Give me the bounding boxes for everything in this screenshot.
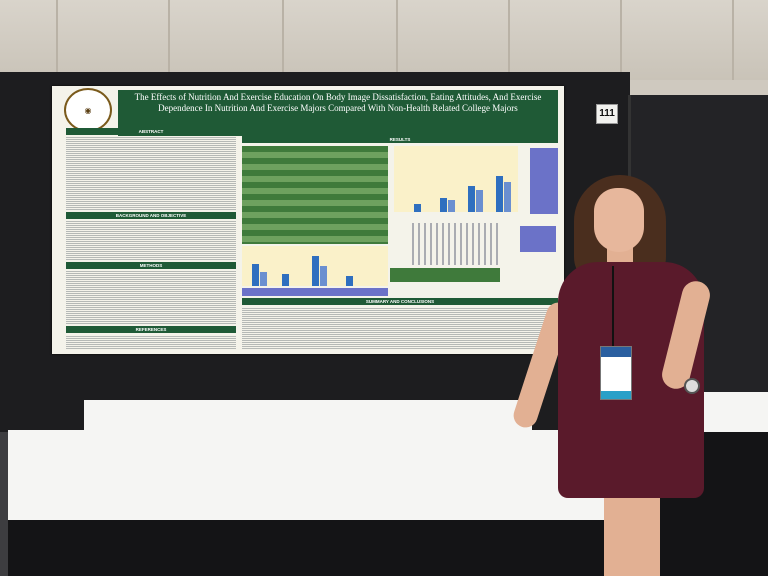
chart-bar — [414, 204, 421, 212]
results-callout-box — [530, 148, 558, 214]
section-heading-results: RESULTS — [242, 136, 558, 143]
figure-callout-box — [520, 226, 556, 252]
badge-header-band — [601, 347, 631, 357]
wristwatch-icon — [684, 378, 700, 394]
chart-bar — [476, 190, 483, 212]
chart-bar — [504, 182, 511, 212]
chart-bar — [252, 264, 259, 286]
wall-seam — [396, 0, 398, 80]
exhibit-hall-wall — [0, 0, 768, 80]
booth-number-sign: 111 — [596, 104, 618, 124]
wall-seam — [168, 0, 170, 80]
section-heading-methods: METHODS — [66, 262, 236, 269]
chart-bar — [320, 266, 327, 286]
poster-title: The Effects of Nutrition And Exercise Ed… — [134, 92, 542, 113]
section-heading-abstract: ABSTRACT — [66, 128, 236, 135]
presenter-face — [594, 188, 644, 252]
table-skirt — [8, 520, 640, 576]
wall-seam — [56, 0, 58, 80]
front-display-table — [8, 430, 638, 520]
section-heading-references: REFERENCES — [66, 326, 236, 333]
chart-bar — [312, 256, 319, 286]
chart-bar — [282, 274, 289, 286]
research-poster: ◉ The Effects of Nutrition And Exercise … — [52, 86, 564, 354]
chart-bar — [346, 276, 353, 286]
figure-legend-band — [390, 268, 500, 282]
wall-seam — [732, 0, 734, 80]
summary-text — [242, 307, 558, 349]
chart-bar — [440, 198, 447, 212]
section-heading-summary: SUMMARY AND CONCLUSIONS — [242, 298, 558, 305]
chart-bar — [448, 200, 455, 212]
body-silhouette-figure — [408, 223, 500, 265]
chart-bar — [260, 272, 267, 286]
section-heading-background: BACKGROUND AND OBJECTIVE — [66, 212, 236, 219]
lanyard — [612, 266, 614, 348]
wall-seam — [620, 0, 622, 80]
methods-text — [66, 270, 236, 324]
results-bar-chart-bottom — [242, 246, 388, 286]
results-figure-caption-band — [242, 288, 388, 296]
wall-seam — [282, 0, 284, 80]
chart-bar — [468, 186, 475, 212]
background-text — [66, 220, 236, 260]
university-seal-icon: ◉ — [64, 88, 112, 132]
chart-bar — [496, 176, 503, 212]
presenter-legs — [604, 496, 660, 576]
name-badge — [600, 346, 632, 400]
wall-seam — [508, 0, 510, 80]
references-text — [66, 335, 236, 349]
results-table — [242, 146, 388, 244]
badge-footer-band — [601, 391, 631, 399]
results-bar-chart-top — [394, 146, 518, 212]
abstract-text — [66, 136, 236, 210]
